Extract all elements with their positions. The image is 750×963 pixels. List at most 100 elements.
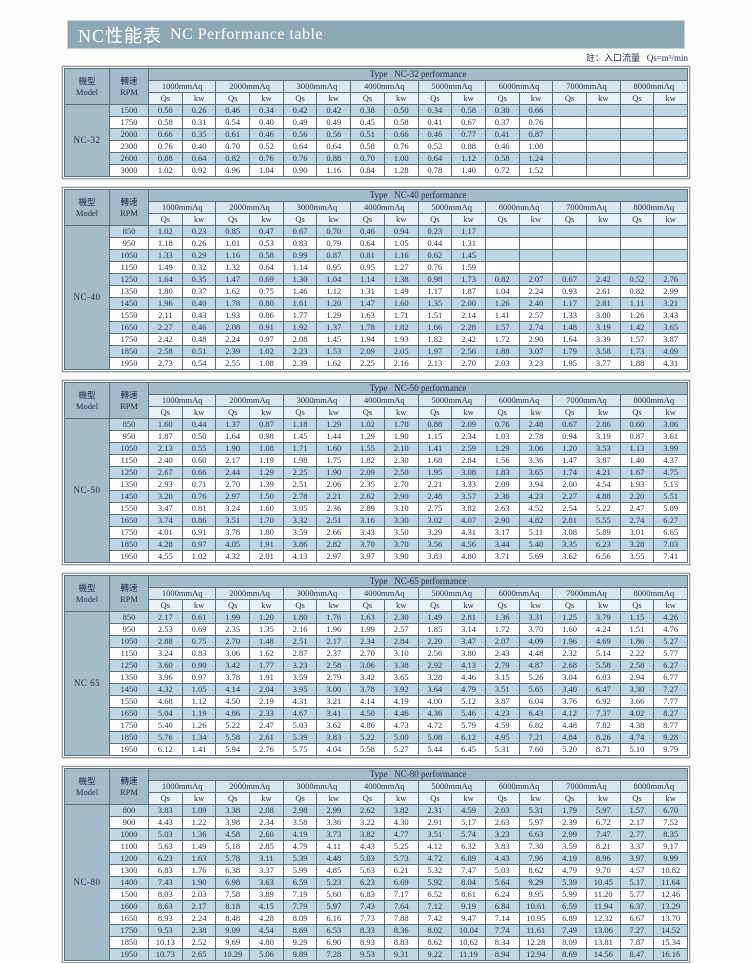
- value-cell: 0.84: [350, 164, 385, 177]
- pressure-header: 6000mmAq: [484, 80, 554, 93]
- value-cell: 10.45: [585, 876, 621, 889]
- value-cell: 8.09: [552, 936, 587, 949]
- value-cell: 0.81: [350, 249, 385, 262]
- value-cell: 1.91: [249, 538, 284, 551]
- value-cell: 3.61: [653, 430, 688, 443]
- value-cell: 3.24: [215, 502, 251, 515]
- value-cell: 7.47: [585, 828, 621, 841]
- value-cell: 4.14: [215, 683, 251, 696]
- value-cell: 3.43: [350, 526, 385, 539]
- sub-header-kw: kw: [383, 599, 419, 612]
- sub-header-kw: kw: [249, 92, 284, 105]
- value-cell: 0.64: [282, 140, 318, 153]
- value-cell: 2.51: [282, 478, 318, 491]
- value-cell: 1.31: [451, 237, 486, 250]
- sub-header-kw: kw: [316, 792, 352, 805]
- table-row: 1050 1.33 0.29 1.16 0.58 0.99 0.87 0.81 1.16 0.62…: [65, 249, 688, 262]
- value-cell: 3.82: [383, 804, 419, 817]
- hatched-cell: [518, 225, 554, 238]
- value-cell: 0.64: [350, 237, 385, 250]
- pressure-header: 3000mmAq: [282, 780, 352, 793]
- sub-header-kw: kw: [249, 599, 284, 612]
- value-cell: 1.35: [249, 623, 284, 636]
- value-cell: 4.13: [282, 550, 318, 563]
- sub-header-qs: Qs: [619, 599, 655, 612]
- value-cell: 3.21: [316, 695, 352, 708]
- value-cell: 1.28: [383, 164, 419, 177]
- value-cell: 4.23: [484, 707, 520, 720]
- value-cell: 0.91: [181, 526, 217, 539]
- value-cell: 3.50: [383, 526, 419, 539]
- value-cell: 0.66: [383, 128, 419, 141]
- table-frame-nc-50: 機型 Model 轉速 RPM Type NC-50 performance 1000…: [61, 379, 691, 566]
- value-cell: 9.22: [417, 948, 453, 961]
- value-cell: 0.94: [552, 430, 587, 443]
- value-cell: 0.72: [484, 164, 520, 177]
- value-cell: 1.15: [619, 611, 655, 624]
- value-cell: 0.67: [451, 116, 486, 129]
- value-cell: 5.51: [653, 490, 688, 503]
- value-cell: 0.51: [350, 128, 385, 141]
- sub-header-qs: Qs: [148, 92, 183, 105]
- value-cell: 1.98: [282, 454, 318, 467]
- value-cell: 3.82: [350, 828, 385, 841]
- value-cell: 5.03: [282, 719, 318, 732]
- value-cell: 1.04: [249, 164, 284, 177]
- value-cell: 2.48: [518, 418, 554, 431]
- sub-header-qs: Qs: [148, 406, 183, 419]
- value-cell: 5.77: [619, 888, 655, 901]
- value-cell: 7.14: [484, 912, 520, 925]
- value-cell: 9.17: [653, 840, 688, 853]
- value-cell: 1.45: [316, 333, 352, 346]
- pressure-header: 2000mmAq: [215, 394, 284, 407]
- value-cell: 0.66: [181, 466, 217, 479]
- value-cell: 3.71: [484, 550, 520, 563]
- value-cell: 6.16: [316, 912, 352, 925]
- value-cell: 4.67: [282, 707, 318, 720]
- value-cell: 3.28: [417, 671, 453, 684]
- value-cell: 3.78: [350, 683, 385, 696]
- value-cell: 0.46: [215, 104, 251, 117]
- value-cell: 1.30: [282, 273, 318, 286]
- rpm-cell: 850: [109, 225, 149, 238]
- pressure-header: 4000mmAq: [350, 201, 419, 214]
- page-title-banner: NC性能表 NC Performance table: [68, 21, 684, 48]
- value-cell: 1.31: [350, 285, 385, 298]
- value-cell: 11.20: [585, 888, 621, 901]
- value-cell: 4.85: [316, 864, 352, 877]
- value-cell: 4.59: [484, 719, 520, 732]
- value-cell: 4.57: [619, 864, 655, 877]
- sub-header-qs: Qs: [282, 599, 318, 612]
- rpm-cell: 1600: [109, 900, 149, 913]
- value-cell: 3.00: [316, 683, 352, 696]
- value-cell: 1.51: [417, 309, 453, 322]
- table-row: 1050 2.88 0.75 2.70 1.48 2.51 2.17 2.34 2.84 2.20…: [65, 635, 688, 648]
- header-row-pressures: 1000mmAq 2000mmAq 3000mmAq 4000mmAq 5000mmAq…: [65, 587, 689, 600]
- value-cell: 1.42: [619, 321, 655, 334]
- value-cell: 1.64: [552, 333, 587, 346]
- value-cell: 0.35: [181, 273, 217, 286]
- sub-header-qs: Qs: [552, 92, 587, 105]
- value-cell: 1.73: [451, 273, 486, 286]
- rpm-cell: 3000: [109, 164, 149, 177]
- value-cell: 7.28: [316, 948, 352, 961]
- value-cell: 3.63: [249, 876, 284, 889]
- value-cell: 3.73: [316, 828, 352, 841]
- value-cell: 1.60: [148, 418, 183, 431]
- value-cell: 11.94: [585, 900, 621, 913]
- value-cell: 4.26: [653, 611, 688, 624]
- value-cell: 1.93: [215, 309, 251, 322]
- value-cell: 4.50: [350, 707, 385, 720]
- pressure-header: 8000mmAq: [619, 394, 689, 407]
- value-cell: 5.55: [585, 514, 621, 527]
- value-cell: 0.46: [350, 225, 385, 238]
- value-cell: 0.77: [451, 128, 486, 141]
- table-row: 1200 6.23 1.63 5.78 3.11 5.39 4.48 5.03 5.73 4.72…: [65, 852, 688, 865]
- value-cell: 0.58: [148, 116, 183, 129]
- rpm-cell: 1950: [109, 948, 149, 961]
- value-cell: 1.32: [215, 261, 251, 274]
- hatched-cell: [619, 249, 655, 262]
- value-cell: 3.78: [215, 526, 251, 539]
- pressure-header: 3000mmAq: [282, 201, 352, 214]
- value-cell: 5.20: [552, 743, 587, 756]
